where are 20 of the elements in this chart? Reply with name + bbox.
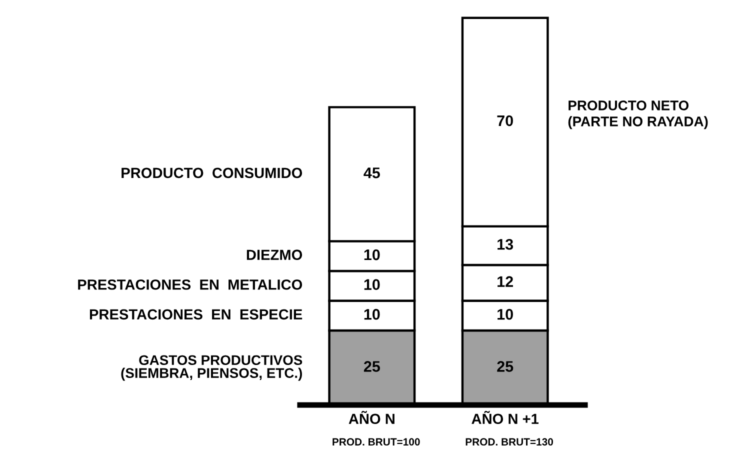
data-label: 10 <box>498 308 513 320</box>
data-label: 45 <box>364 168 380 178</box>
data-label: 10 <box>364 308 380 320</box>
data-label: 70 <box>497 115 513 126</box>
data-label: 10 <box>364 249 380 260</box>
data-label: 10 <box>364 279 380 290</box>
series-label: PRODUCTO CONSUMIDO <box>122 168 302 178</box>
data-label: 12 <box>498 276 513 287</box>
x-tick-label: AÑO N +1 <box>472 410 539 424</box>
series-label: GASTOS PRODUCTIVOS (SIEMBRA, PIENSOS, ETC.) <box>121 355 302 381</box>
text: PROD. BRUT=130 <box>466 438 553 446</box>
annotation: PRODUCTO NETO (PARTE NO RAYADA) <box>568 100 708 130</box>
data-label: 25 <box>497 361 514 372</box>
series-label: PRESTACIONES EN ESPECIE <box>90 309 302 320</box>
text: PROD. BRUT=100 <box>332 438 420 446</box>
series-label: DIEZMO <box>246 250 302 260</box>
data-label: 13 <box>498 238 514 250</box>
x-tick-label: AÑO N <box>348 410 394 424</box>
data-label: 25 <box>364 361 380 372</box>
series-label: PRESTACIONES EN METALICO <box>78 279 302 290</box>
